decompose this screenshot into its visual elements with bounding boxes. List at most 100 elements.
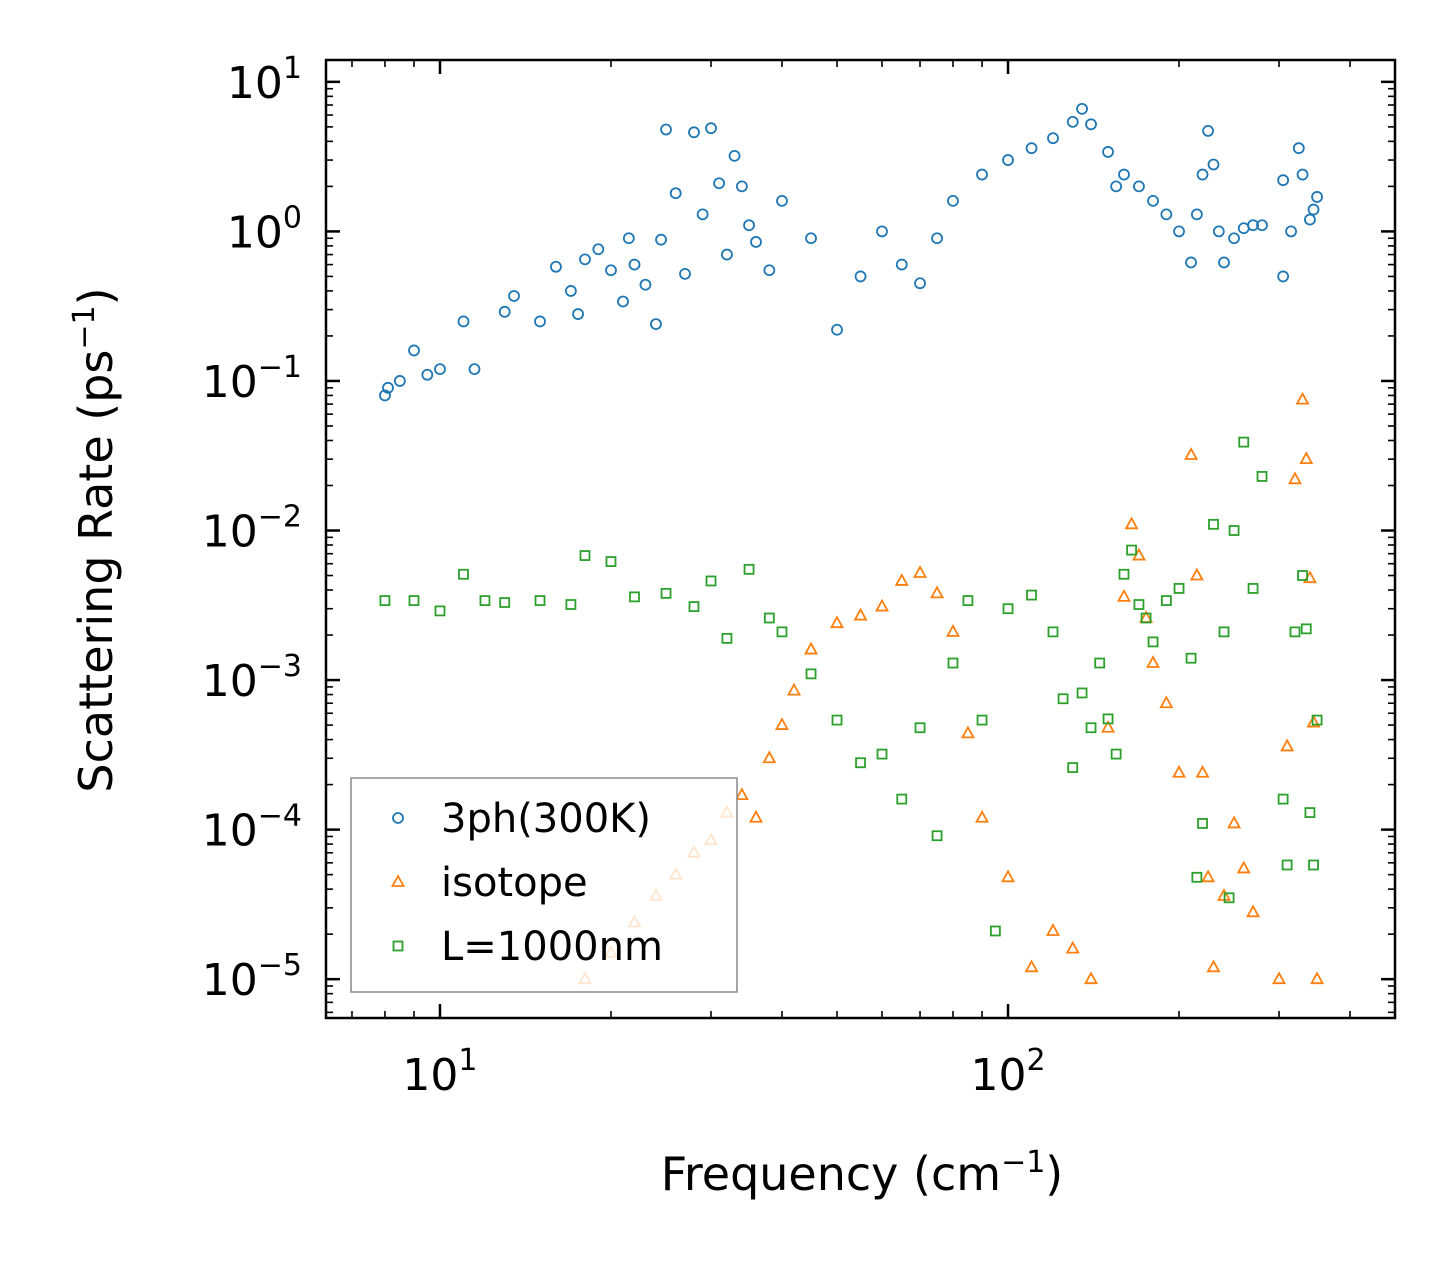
data-point [721,632,733,644]
data-point [831,714,843,726]
data-point [479,595,491,606]
y-axis-label: Scattering Rate (ps−1) [67,287,123,792]
legend-label-3ph: 3ph(300K) [441,796,651,842]
x-axis-label: Frequency (cm−1) [661,1145,1064,1201]
y-tick-label: 10−2 [202,500,302,558]
data-point [655,233,667,246]
data-point [1227,815,1242,829]
data-point [705,122,717,135]
y-tick-label: 10−1 [202,350,302,408]
data-point [989,925,1001,937]
data-point [1172,764,1187,778]
data-point [776,626,788,638]
data-point [1299,451,1314,465]
data-point [622,232,635,245]
data-point [930,585,945,599]
data-point [1102,146,1114,158]
data-point [1307,203,1320,216]
data-point [1185,256,1197,269]
data-point [831,323,843,336]
data-point [1057,693,1069,705]
legend-marker-triangle [390,874,406,887]
data-point [379,389,391,402]
data-point [1311,191,1323,203]
data-point [1296,168,1309,181]
data-point [1047,626,1059,638]
data-point [1160,208,1173,221]
data-point [1256,219,1268,232]
data-point [1118,568,1130,580]
data-point [1002,603,1014,615]
data-point [1304,213,1316,226]
data-point [1287,471,1302,485]
data-point [628,258,641,271]
data-point [960,725,975,739]
data-point [1159,695,1174,709]
data-point [688,601,700,612]
data-point [1147,636,1159,648]
tick-labels: 101 102 101 100 10−1 10−2 10−3 10−4 10−5 [202,51,1046,1101]
data-point [763,264,776,277]
data-point [1196,168,1209,181]
data-point [762,750,777,764]
y-tick-label: 10−5 [202,948,302,1006]
data-point [1066,115,1079,128]
data-point [1306,714,1321,728]
data-point [605,556,617,567]
data-point [1228,232,1240,245]
data-point [1185,652,1197,664]
data-point [931,232,943,245]
data-point [1189,567,1204,581]
data-point [1118,168,1130,181]
data-point [679,267,691,280]
data-point [1207,158,1220,171]
legend-marker-circle [392,812,404,824]
legend-label-isotope: isotope [441,860,588,906]
data-point [434,363,446,376]
data-point [705,575,717,587]
data-point [1285,225,1297,238]
data-point [1292,142,1305,155]
legend-marker-square [392,940,404,952]
data-point [830,615,845,629]
data-point [896,793,908,805]
data-point [1197,818,1208,829]
data-point [1084,971,1099,985]
data-point [1228,525,1240,536]
data-point [1300,623,1312,635]
data-point [1184,447,1199,460]
data-layer [379,102,1325,985]
data-point [874,598,890,612]
data-point [1195,764,1210,778]
data-point [976,714,988,726]
data-point [579,550,591,561]
data-point [660,587,672,599]
data-point [1289,626,1301,638]
data-point [914,277,926,290]
data-point [1067,762,1079,773]
data-point [1085,118,1097,131]
data-point [1110,748,1122,760]
data-point [945,624,960,637]
data-point [735,180,748,193]
y-tick-label: 100 [227,200,302,258]
data-point [382,381,394,394]
data-point [1190,208,1203,221]
plot-frame [324,58,1397,1020]
data-point [1002,154,1014,166]
data-point [1047,132,1059,145]
data-point [750,236,762,248]
data-point [876,748,888,760]
data-point [617,295,629,308]
data-point [1173,583,1185,594]
data-point [1146,655,1161,668]
data-point [499,597,511,608]
data-point [639,278,652,291]
data-point [805,232,817,245]
data-point [564,285,577,297]
data-point [748,809,764,823]
data-point [1024,959,1039,973]
data-point [1297,570,1308,581]
data-point [629,591,640,603]
